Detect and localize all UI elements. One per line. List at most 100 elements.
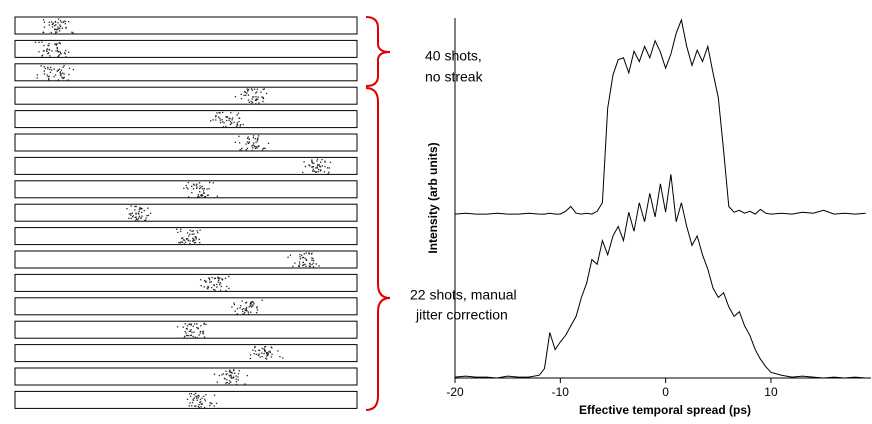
dot xyxy=(68,73,70,76)
dot xyxy=(203,322,206,324)
dot xyxy=(239,307,241,309)
dot xyxy=(253,142,255,144)
dot xyxy=(256,88,259,90)
dot xyxy=(191,401,194,404)
dot xyxy=(321,165,323,167)
dot xyxy=(211,276,213,279)
dot xyxy=(235,381,238,383)
dot xyxy=(131,212,134,214)
dot xyxy=(262,88,264,91)
dot xyxy=(228,287,230,290)
dot xyxy=(221,121,224,123)
dot xyxy=(258,145,260,147)
dot xyxy=(64,49,67,52)
dot xyxy=(246,141,249,143)
dot xyxy=(185,184,187,187)
dot xyxy=(226,379,228,381)
dot xyxy=(313,162,315,164)
dot xyxy=(262,100,264,103)
dot xyxy=(190,324,192,326)
dot xyxy=(140,217,142,219)
dot xyxy=(229,374,232,376)
dot xyxy=(135,213,137,215)
dot xyxy=(215,402,218,405)
dot xyxy=(199,330,202,333)
dot xyxy=(252,136,255,139)
dot xyxy=(243,94,245,96)
dot xyxy=(193,323,196,325)
dot xyxy=(191,230,193,233)
dot xyxy=(59,51,62,53)
dot xyxy=(216,381,218,383)
dot xyxy=(320,161,322,163)
dot xyxy=(308,262,311,265)
dot xyxy=(46,48,48,50)
dot xyxy=(57,28,59,30)
strip xyxy=(14,320,358,339)
dot xyxy=(282,357,284,359)
dot xyxy=(182,326,184,328)
dot xyxy=(207,285,209,288)
dot xyxy=(225,119,228,122)
dot xyxy=(255,103,257,105)
dot xyxy=(183,239,186,241)
dot xyxy=(251,301,254,303)
dot xyxy=(238,135,240,138)
dot xyxy=(298,265,300,267)
dot xyxy=(252,349,254,351)
dot xyxy=(138,215,141,218)
dot xyxy=(63,77,65,79)
dot xyxy=(317,164,319,166)
dot xyxy=(246,90,249,92)
dot xyxy=(315,263,317,265)
dot xyxy=(311,159,313,161)
dot xyxy=(225,289,227,292)
dot xyxy=(316,160,318,162)
dot xyxy=(220,285,222,288)
dot xyxy=(231,119,233,121)
dot xyxy=(243,313,245,315)
dot xyxy=(226,373,228,375)
x-tick-label: -10 xyxy=(552,385,570,399)
dot xyxy=(40,65,42,67)
dot xyxy=(261,347,263,350)
dot xyxy=(250,311,252,313)
dot xyxy=(132,215,135,217)
dot xyxy=(229,381,232,383)
dot xyxy=(215,116,217,118)
dot xyxy=(196,186,198,188)
dot xyxy=(135,218,138,220)
dot xyxy=(212,119,214,121)
strip xyxy=(14,250,358,269)
dot xyxy=(211,402,213,404)
dot xyxy=(60,53,62,55)
dot xyxy=(316,158,319,160)
dot xyxy=(196,230,198,232)
dot xyxy=(57,26,59,28)
dot xyxy=(245,143,247,145)
dot xyxy=(251,149,253,152)
dot xyxy=(199,185,201,187)
dot xyxy=(189,330,192,332)
dot xyxy=(36,74,39,76)
dot xyxy=(183,337,185,339)
dot xyxy=(315,167,317,169)
dot xyxy=(205,280,207,282)
dot xyxy=(184,241,187,243)
dot xyxy=(48,24,51,26)
dot xyxy=(203,323,205,325)
dot xyxy=(241,300,243,302)
dot xyxy=(256,91,258,93)
dot xyxy=(58,55,60,57)
dot xyxy=(242,310,244,313)
dot xyxy=(48,78,50,80)
dot xyxy=(197,195,199,198)
dot xyxy=(237,112,240,114)
dot xyxy=(41,54,44,56)
dot xyxy=(254,350,257,352)
dot xyxy=(237,373,240,375)
dot xyxy=(201,194,204,197)
dot xyxy=(267,354,269,356)
dot xyxy=(219,289,222,291)
dot xyxy=(251,145,253,147)
